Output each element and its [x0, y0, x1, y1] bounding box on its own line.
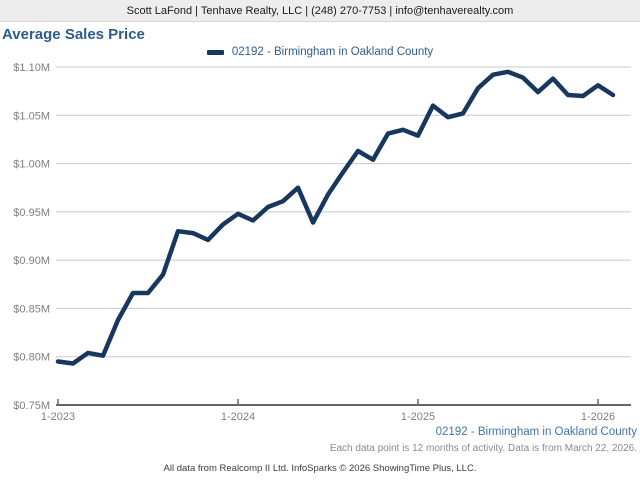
- y-axis-label: $0.90M: [13, 255, 50, 267]
- y-axis-label: $1.10M: [13, 62, 50, 74]
- price-line: [55, 69, 616, 366]
- y-axis-label: $1.05M: [13, 110, 50, 122]
- header-bar: Scott LaFond | Tenhave Realty, LLC | (24…: [0, 0, 640, 22]
- x-axis-label: 1-2026: [581, 411, 615, 423]
- data-point-note: Each data point is 12 months of activity…: [329, 443, 637, 454]
- y-axis-label: $0.80M: [13, 352, 50, 364]
- x-axis-label: 1-2024: [221, 411, 255, 423]
- y-axis-label: $1.00M: [13, 159, 50, 171]
- x-axis-label: 1-2025: [401, 411, 435, 423]
- legend: 02192 - Birmingham in Oakland County: [0, 44, 640, 60]
- x-axis-label: 1-2023: [41, 411, 75, 423]
- legend-line-swatch: [206, 49, 224, 55]
- contact-info: Scott LaFond | Tenhave Realty, LLC | (24…: [126, 4, 514, 17]
- footer-series-label: 02192 - Birmingham in Oakland County: [435, 426, 637, 438]
- page-title: Average Sales Price: [2, 26, 145, 43]
- y-axis-label: $0.85M: [13, 303, 50, 315]
- legend-series-label: 02192 - Birmingham in Oakland County: [231, 46, 434, 58]
- y-axis-label: $0.75M: [13, 400, 50, 412]
- y-axis-label: $0.95M: [13, 207, 50, 219]
- attribution-text: All data from Realcomp II Ltd. InfoSpark…: [163, 463, 477, 474]
